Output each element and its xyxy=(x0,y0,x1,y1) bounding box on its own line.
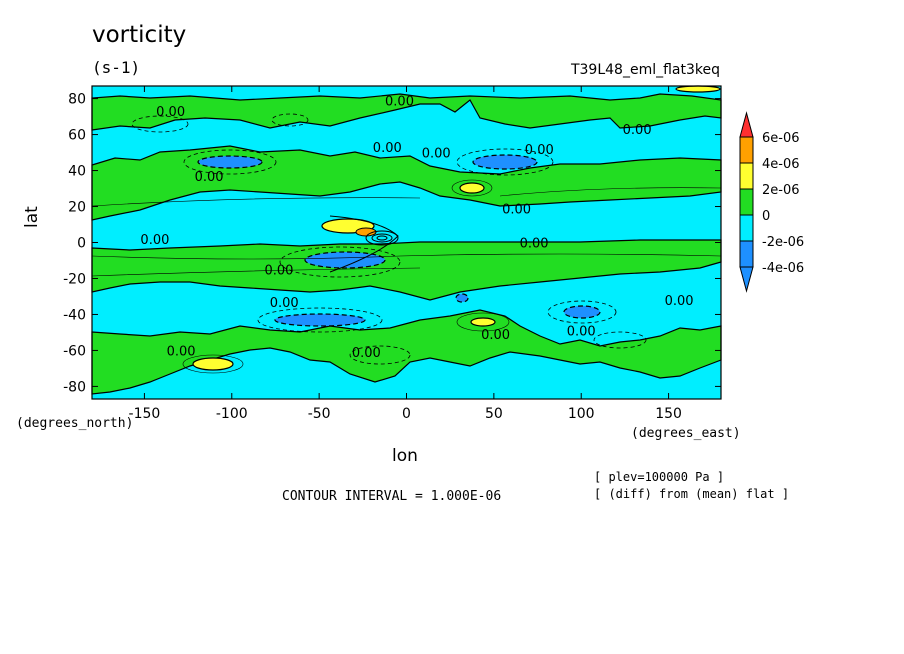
colorbar-segment xyxy=(739,136,754,164)
colorbar-segment xyxy=(739,214,754,242)
orange-core xyxy=(355,227,377,237)
contour-label: 0.00 xyxy=(167,344,196,359)
contour-label: 0.00 xyxy=(270,296,299,311)
colorbar-label: -2e-06 xyxy=(762,235,804,250)
colorbar-over xyxy=(739,111,754,138)
x-tick-label: 0 xyxy=(402,406,411,422)
negative-patches xyxy=(197,154,601,327)
y-axis-label: lat xyxy=(22,206,42,228)
y-tick-label: 60 xyxy=(68,128,86,144)
note-plev: [ plev=100000 Pa ] xyxy=(594,470,725,484)
x-tick-label: 150 xyxy=(655,406,682,422)
x-tick-label: -50 xyxy=(308,406,331,422)
contour-interval: CONTOUR INTERVAL = 1.000E-06 xyxy=(282,489,502,504)
chart-title: vorticity xyxy=(92,22,187,48)
contour-label: 0.00 xyxy=(502,202,531,217)
contour-label: 0.00 xyxy=(665,294,694,309)
contour-label: 0.00 xyxy=(140,233,169,248)
contour-label: 0.00 xyxy=(422,147,451,162)
contour-label: 0.00 xyxy=(385,94,414,109)
y-tick-label: -20 xyxy=(63,271,86,287)
contour-label: 0.00 xyxy=(264,263,293,278)
contour-label: 0.00 xyxy=(352,346,381,361)
chart-units: (s-1) xyxy=(92,58,141,77)
x-ticks: -150 -100 -50 0 50 100 150 xyxy=(129,86,682,422)
dashed-contours xyxy=(131,113,647,365)
contour-label: 0.00 xyxy=(623,123,652,138)
y-tick-label: -40 xyxy=(63,307,86,323)
contour-label: 0.00 xyxy=(195,170,224,185)
colorbar-under xyxy=(739,266,754,293)
colorbar-segment xyxy=(739,240,754,268)
contour-label: 0.00 xyxy=(525,143,554,158)
contour-label: 0.00 xyxy=(481,328,510,343)
colorbar-label: 2e-06 xyxy=(762,183,800,198)
case-name: T39L48_eml_flat3keq xyxy=(570,62,720,78)
contour-knot xyxy=(329,215,399,273)
contour-label: 0.00 xyxy=(567,325,596,340)
y-tick-label: -60 xyxy=(63,343,86,359)
x-axis-units: (degrees_east) xyxy=(631,426,741,441)
y-tick-label: 20 xyxy=(68,200,86,216)
contour-labels: 0.00 0.00 0.00 0.00 0.00 0.00 0.00 0.00 0.00 0.00… xyxy=(140,94,693,361)
y-tick-label: 80 xyxy=(68,92,86,108)
colorbar-segment xyxy=(739,188,754,216)
y-tick-label: 40 xyxy=(68,164,86,180)
x-tick-label: -100 xyxy=(216,406,248,422)
y-tick-label: -80 xyxy=(63,379,86,395)
colorbar: 6e-06 4e-06 2e-06 0 -2e-06 -4e-06 xyxy=(739,111,804,293)
colorbar-segment xyxy=(739,162,754,190)
colorbar-label: 0 xyxy=(762,209,770,224)
contour-field xyxy=(91,85,722,399)
colorbar-label: 4e-06 xyxy=(762,157,800,172)
contour-label: 0.00 xyxy=(156,105,185,120)
colorbar-label: -4e-06 xyxy=(762,261,804,276)
contour-label: 0.00 xyxy=(373,141,402,156)
x-axis-label: lon xyxy=(392,446,418,466)
solid-contours xyxy=(91,179,722,374)
y-axis-units: (degrees_north) xyxy=(16,416,134,431)
contour-label: 0.00 xyxy=(520,237,549,252)
yellow-patches xyxy=(192,85,721,371)
x-tick-label: 50 xyxy=(485,406,503,422)
y-ticks: 80 60 40 20 0 -20 -40 -60 -80 xyxy=(63,92,721,395)
colorbar-label: 6e-06 xyxy=(762,131,800,146)
note-diff: [ (diff) from (mean) flat ] xyxy=(594,487,790,501)
y-tick-label: 0 xyxy=(77,236,86,252)
x-tick-label: 100 xyxy=(568,406,595,422)
x-tick-label: -150 xyxy=(129,406,161,422)
